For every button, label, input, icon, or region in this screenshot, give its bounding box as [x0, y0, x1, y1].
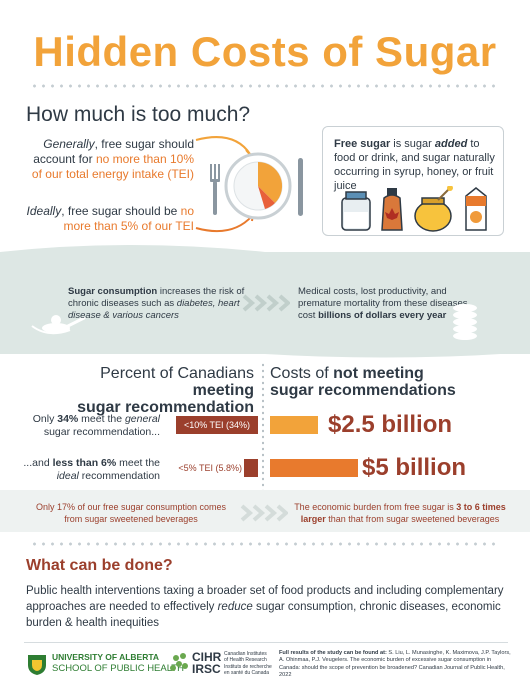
ideal-cost-value: $5 billion	[362, 454, 467, 481]
cost-statement: Medical costs, lost productivity, and pr…	[298, 286, 468, 321]
sugar-jar-icon	[341, 191, 371, 231]
plate-illustration	[195, 136, 303, 232]
economic-burden-text: The economic burden from free sugar is 3…	[294, 502, 506, 524]
fruit-juice-icon	[465, 187, 487, 231]
fork-icon	[210, 164, 220, 215]
cihr-french: Instituts de recherche en santé du Canad…	[224, 664, 272, 676]
ideal-meeting-text: ...and less than 6% meet the ideal recom…	[23, 457, 160, 482]
pie-slice-10pct	[258, 161, 283, 203]
band-wave-bottom	[0, 346, 530, 358]
maple-syrup-icon	[381, 188, 403, 231]
pie-slice-5pct	[258, 186, 275, 209]
beverage-share-text: Only 17% of our free sugar consumption c…	[35, 502, 227, 524]
ideal-recommendation: Ideally, free sugar should be no more th…	[26, 204, 194, 233]
cihr-leaf-icon	[170, 653, 188, 671]
sugar-products-illustration	[341, 186, 487, 232]
ideal-cost-bar	[270, 459, 358, 477]
infographic-title: Hidden Costs of Sugar	[33, 28, 497, 75]
arrow-icon	[195, 136, 251, 155]
general-recommendation: Generally, free sugar should account for…	[31, 137, 194, 181]
free-sugar-definition: Free sugar is sugar added to food or dri…	[334, 138, 495, 192]
section-heading-what-can-be-done: What can be done?	[26, 557, 173, 574]
ualberta-name: UNIVERSITY OF ALBERTA	[52, 652, 160, 662]
beverage-band	[0, 490, 530, 532]
costs-not-meeting-heading: Costs of not meeting sugar recommendation…	[270, 365, 456, 399]
general-meeting-bar: <10% TEI (34%)	[176, 416, 258, 434]
section-heading-how-much: How much is too much?	[26, 103, 251, 126]
study-citation: Full results of the study can be found a…	[279, 650, 511, 679]
knife-icon	[298, 158, 303, 216]
ideal-meeting-bar-label: <5% TEI (5.8%)	[178, 463, 242, 473]
sugar-spoon-icon	[31, 315, 86, 335]
coin-stack-icon	[453, 304, 477, 340]
free-sugar-definition-box	[322, 126, 504, 236]
dotted-divider	[30, 84, 500, 88]
school-name: SCHOOL OF PUBLIC HEALTH	[52, 663, 184, 674]
footer-divider	[24, 642, 508, 643]
honey-jar-icon	[414, 186, 453, 232]
general-cost-value: $2.5 billion	[328, 411, 453, 438]
general-cost-bar	[270, 416, 318, 434]
general-meeting-text: Only 34% meet the general sugar recommen…	[32, 413, 160, 438]
arrow-icon	[195, 215, 253, 232]
cihr-english: Canadian Institutes of Health Research	[224, 651, 267, 663]
ideal-meeting-bar	[244, 459, 258, 477]
chevron-arrows-icon	[240, 504, 288, 522]
percent-meeting-heading: Percent of Canadians meeting sugar recomm…	[77, 365, 254, 416]
irsc-acronym: IRSC	[192, 662, 221, 676]
ualberta-shield-icon	[28, 655, 46, 675]
risk-statement: Sugar consumption increases the risk of …	[68, 286, 245, 321]
vertical-divider	[262, 362, 264, 490]
cihr-acronym: CIHR	[192, 650, 222, 664]
chevron-arrows-icon	[242, 294, 290, 312]
dotted-divider	[30, 542, 500, 546]
intervention-text: Public health interventions taxing a bro…	[26, 585, 504, 629]
